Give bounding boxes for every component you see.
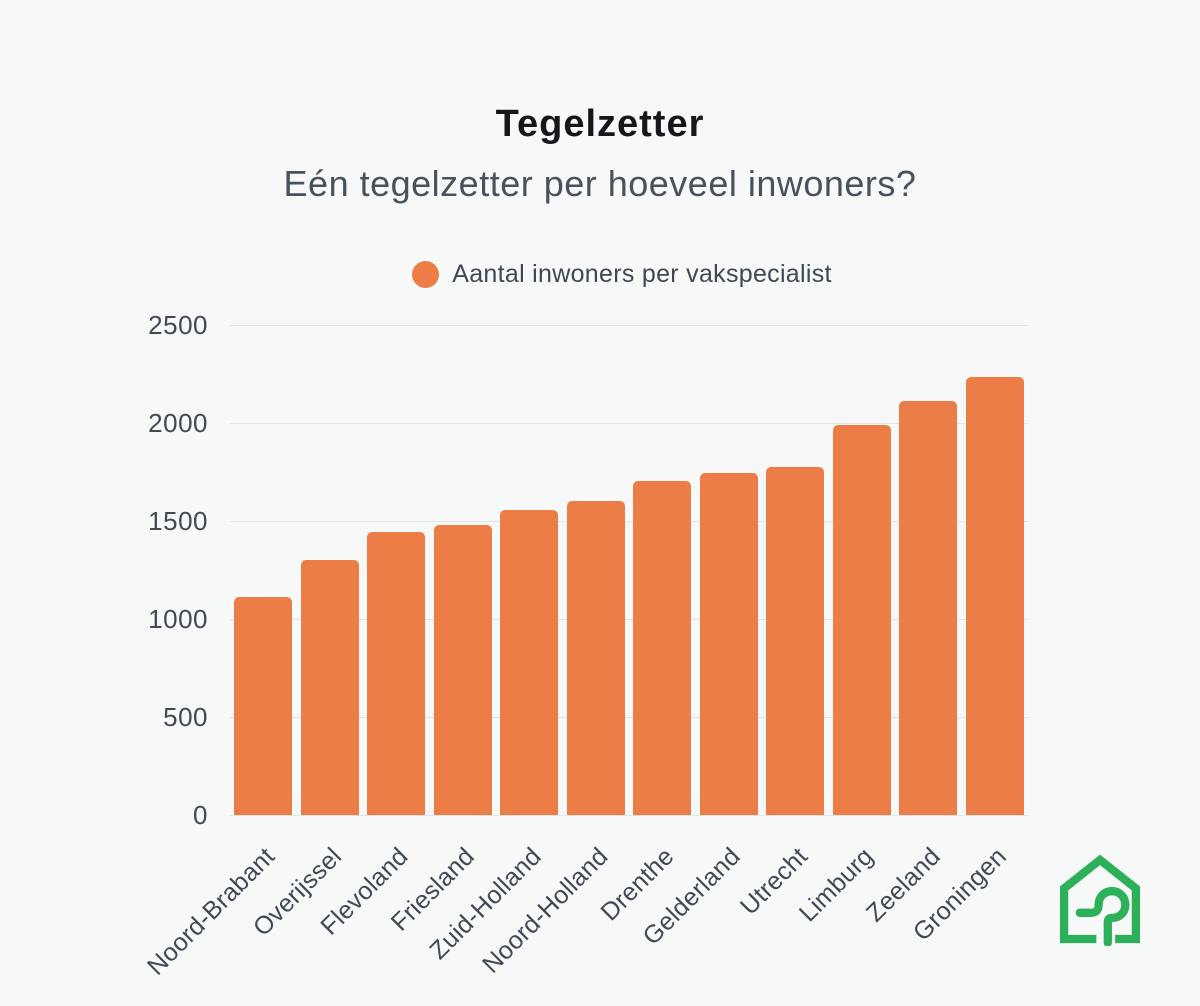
gridline-500 — [230, 717, 1028, 718]
bar-utrecht — [766, 467, 825, 815]
chart-subtitle: Eén tegelzetter per hoeveel inwoners? — [283, 163, 917, 204]
gridline-1500 — [230, 521, 1028, 522]
y-tick-label-2000: 2000 — [148, 408, 208, 438]
gridline-2500 — [230, 325, 1028, 326]
gridline-1000 — [230, 619, 1028, 620]
legend: Aantal inwoners per vakspecialist — [22, 260, 1200, 289]
house-logo — [1059, 854, 1141, 946]
gridline-0 — [230, 815, 1028, 816]
house-outline-icon — [1059, 854, 1141, 944]
bar-gelderland — [699, 472, 758, 815]
y-tick-label-2500: 2500 — [148, 310, 208, 340]
y-tick-label-1500: 1500 — [148, 506, 208, 536]
gridline-2000 — [230, 423, 1028, 424]
bar-friesland — [433, 524, 492, 815]
bar-limburg — [832, 424, 891, 815]
y-tick-label-500: 500 — [163, 702, 208, 732]
bar-zuid-holland — [500, 510, 559, 815]
bar-noord-brabant — [234, 597, 293, 815]
bar-drenthe — [633, 480, 692, 815]
chart-title: Tegelzetter — [495, 103, 705, 145]
legend-swatch-icon — [412, 261, 440, 288]
bar-zeeland — [899, 401, 958, 815]
bar-noord-holland — [566, 501, 625, 815]
bar-overijssel — [300, 560, 359, 815]
y-tick-label-0: 0 — [193, 800, 208, 830]
swirl-icon — [1075, 887, 1130, 946]
y-tick-label-1000: 1000 — [148, 604, 208, 634]
bar-groningen — [965, 376, 1024, 815]
legend-label: Aantal inwoners per vakspecialist — [452, 260, 832, 288]
bar-flevoland — [367, 531, 426, 815]
